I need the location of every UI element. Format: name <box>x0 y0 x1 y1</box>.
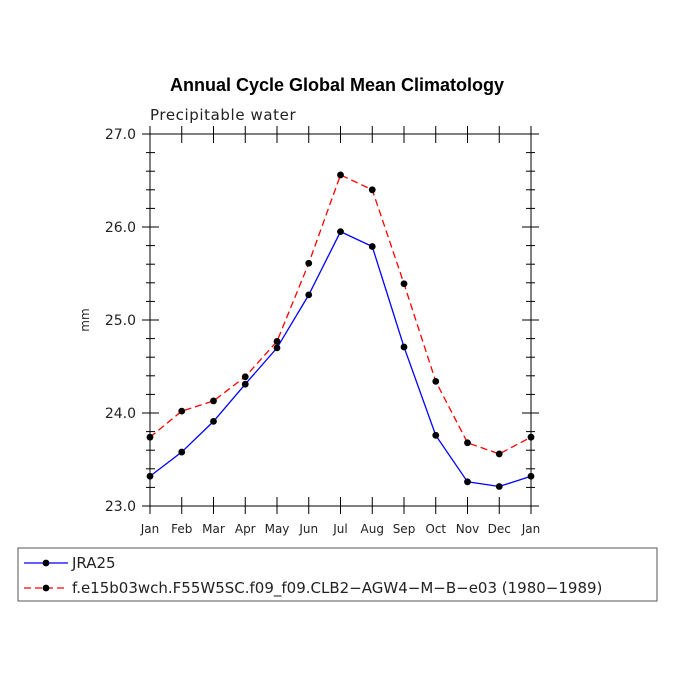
legend-label-2: f.e15b03wch.F55W5SC.f09_f09.CLB2−AGW4−M−… <box>72 579 602 598</box>
series-2-point <box>464 439 471 447</box>
y-tick-label: 27.0 <box>105 127 136 143</box>
series-2-point <box>527 433 535 441</box>
series-line-1 <box>149 230 532 488</box>
x-axis: Jan Feb Mar Apr May Jun Jul Aug Sep Oct Nov Dec Jan <box>140 126 541 536</box>
x-tick-label: Dec <box>488 522 511 536</box>
series-1-point <box>400 343 408 351</box>
series-1-point <box>146 472 154 480</box>
plot-frame <box>149 133 532 507</box>
x-tick-label: Apr <box>235 522 256 536</box>
legend-box <box>17 547 658 602</box>
series-2-point <box>146 433 154 441</box>
x-tick-label: Mar <box>202 522 225 536</box>
x-tick-label: Jan <box>140 522 160 536</box>
series-layer <box>146 171 535 490</box>
series-1-point <box>210 417 217 425</box>
series-1-point <box>368 243 376 250</box>
series-1-point <box>432 431 440 439</box>
y-tick-label: 26.0 <box>105 220 136 236</box>
legend: JRA25 f.e15b03wch.F55W5SC.f09_f09.CLB2−AG… <box>24 554 602 598</box>
series-1-point <box>178 448 186 456</box>
x-tick-label: Jun <box>298 522 318 536</box>
series-2-point <box>178 407 186 415</box>
x-tick-label: Jan <box>521 522 541 536</box>
chart-title: Annual Cycle Global Mean Climatology <box>170 75 504 95</box>
series-1-point <box>273 344 281 352</box>
chart-subtitle: Precipitable water <box>150 106 296 124</box>
x-tick-label: Sep <box>393 522 416 536</box>
x-tick-label: Feb <box>171 522 192 536</box>
series-2-point <box>305 259 313 267</box>
series-2-point <box>400 280 408 288</box>
series-1-point <box>305 291 313 299</box>
series-2-point <box>241 373 249 381</box>
x-tick-label: May <box>265 522 290 536</box>
legend-marker-1 <box>42 559 50 567</box>
series-line-2 <box>149 174 532 455</box>
legend-marker-2 <box>42 584 50 592</box>
series-2-point <box>368 186 376 194</box>
series-2-point <box>337 171 344 179</box>
series-2-point <box>210 397 217 405</box>
y-axis-label: mm <box>78 308 92 331</box>
series-2-point <box>273 337 281 345</box>
y-axis: 23.0 24.0 25.0 26.0 27.0 <box>105 127 539 515</box>
y-tick-label: 25.0 <box>105 313 136 329</box>
series-1-point <box>337 228 344 236</box>
series-2-point <box>432 377 440 385</box>
series-1-point <box>527 472 535 480</box>
series-1-point <box>495 483 503 490</box>
series-2-point <box>495 450 503 458</box>
x-tick-label: Jul <box>332 522 347 536</box>
legend-label-1: JRA25 <box>71 554 116 572</box>
series-1-point <box>464 478 471 486</box>
x-tick-label: Nov <box>456 522 479 536</box>
x-tick-label: Oct <box>425 522 446 536</box>
y-tick-label: 24.0 <box>105 406 136 422</box>
x-tick-label: Aug <box>361 522 384 536</box>
series-1-point <box>241 380 249 388</box>
y-tick-label: 23.0 <box>105 499 136 515</box>
